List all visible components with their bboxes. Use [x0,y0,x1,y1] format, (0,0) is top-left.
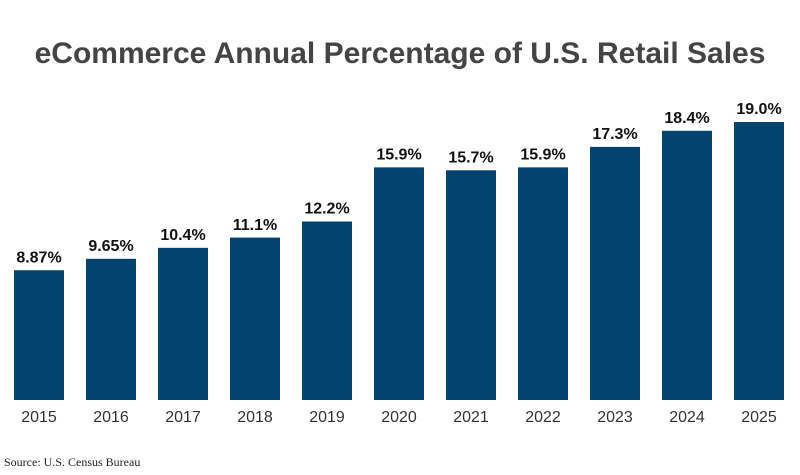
x-tick-label: 2016 [93,409,129,426]
value-label: 17.3% [592,126,637,143]
x-tick-label: 2020 [381,409,417,426]
x-tick-label: 2015 [21,409,57,426]
value-label: 11.1% [233,217,277,234]
chart-title: eCommerce Annual Percentage of U.S. Reta… [35,37,766,70]
bar [590,146,640,400]
bar [158,247,208,400]
bar [14,270,64,400]
value-label: 15.9% [520,147,565,164]
x-tick-label: 2021 [453,409,489,426]
value-label: 18.4% [664,110,709,127]
bar [374,167,424,400]
bar [662,130,712,401]
value-label: 8.87% [16,249,61,266]
x-tick-label: 2025 [741,409,777,426]
source-note: Source: U.S. Census Bureau [4,455,140,469]
x-tick-label: 2017 [165,409,201,426]
bar [734,122,784,400]
x-tick-label: 2024 [669,409,705,426]
value-label: 12.2% [304,201,349,218]
bar [446,170,496,400]
bar [302,221,352,400]
bar [86,258,136,400]
value-label: 9.65% [88,238,133,255]
x-tick-label: 2019 [309,409,345,426]
x-tick-label: 2018 [237,409,273,426]
x-tick-label: 2023 [597,409,633,426]
bar [230,237,280,400]
value-label: 15.7% [448,150,493,167]
value-label: 10.4% [160,227,205,244]
bar [518,167,568,400]
value-label: 15.9% [376,147,421,164]
value-label: 19.0% [736,101,781,118]
x-tick-label: 2022 [525,409,561,426]
